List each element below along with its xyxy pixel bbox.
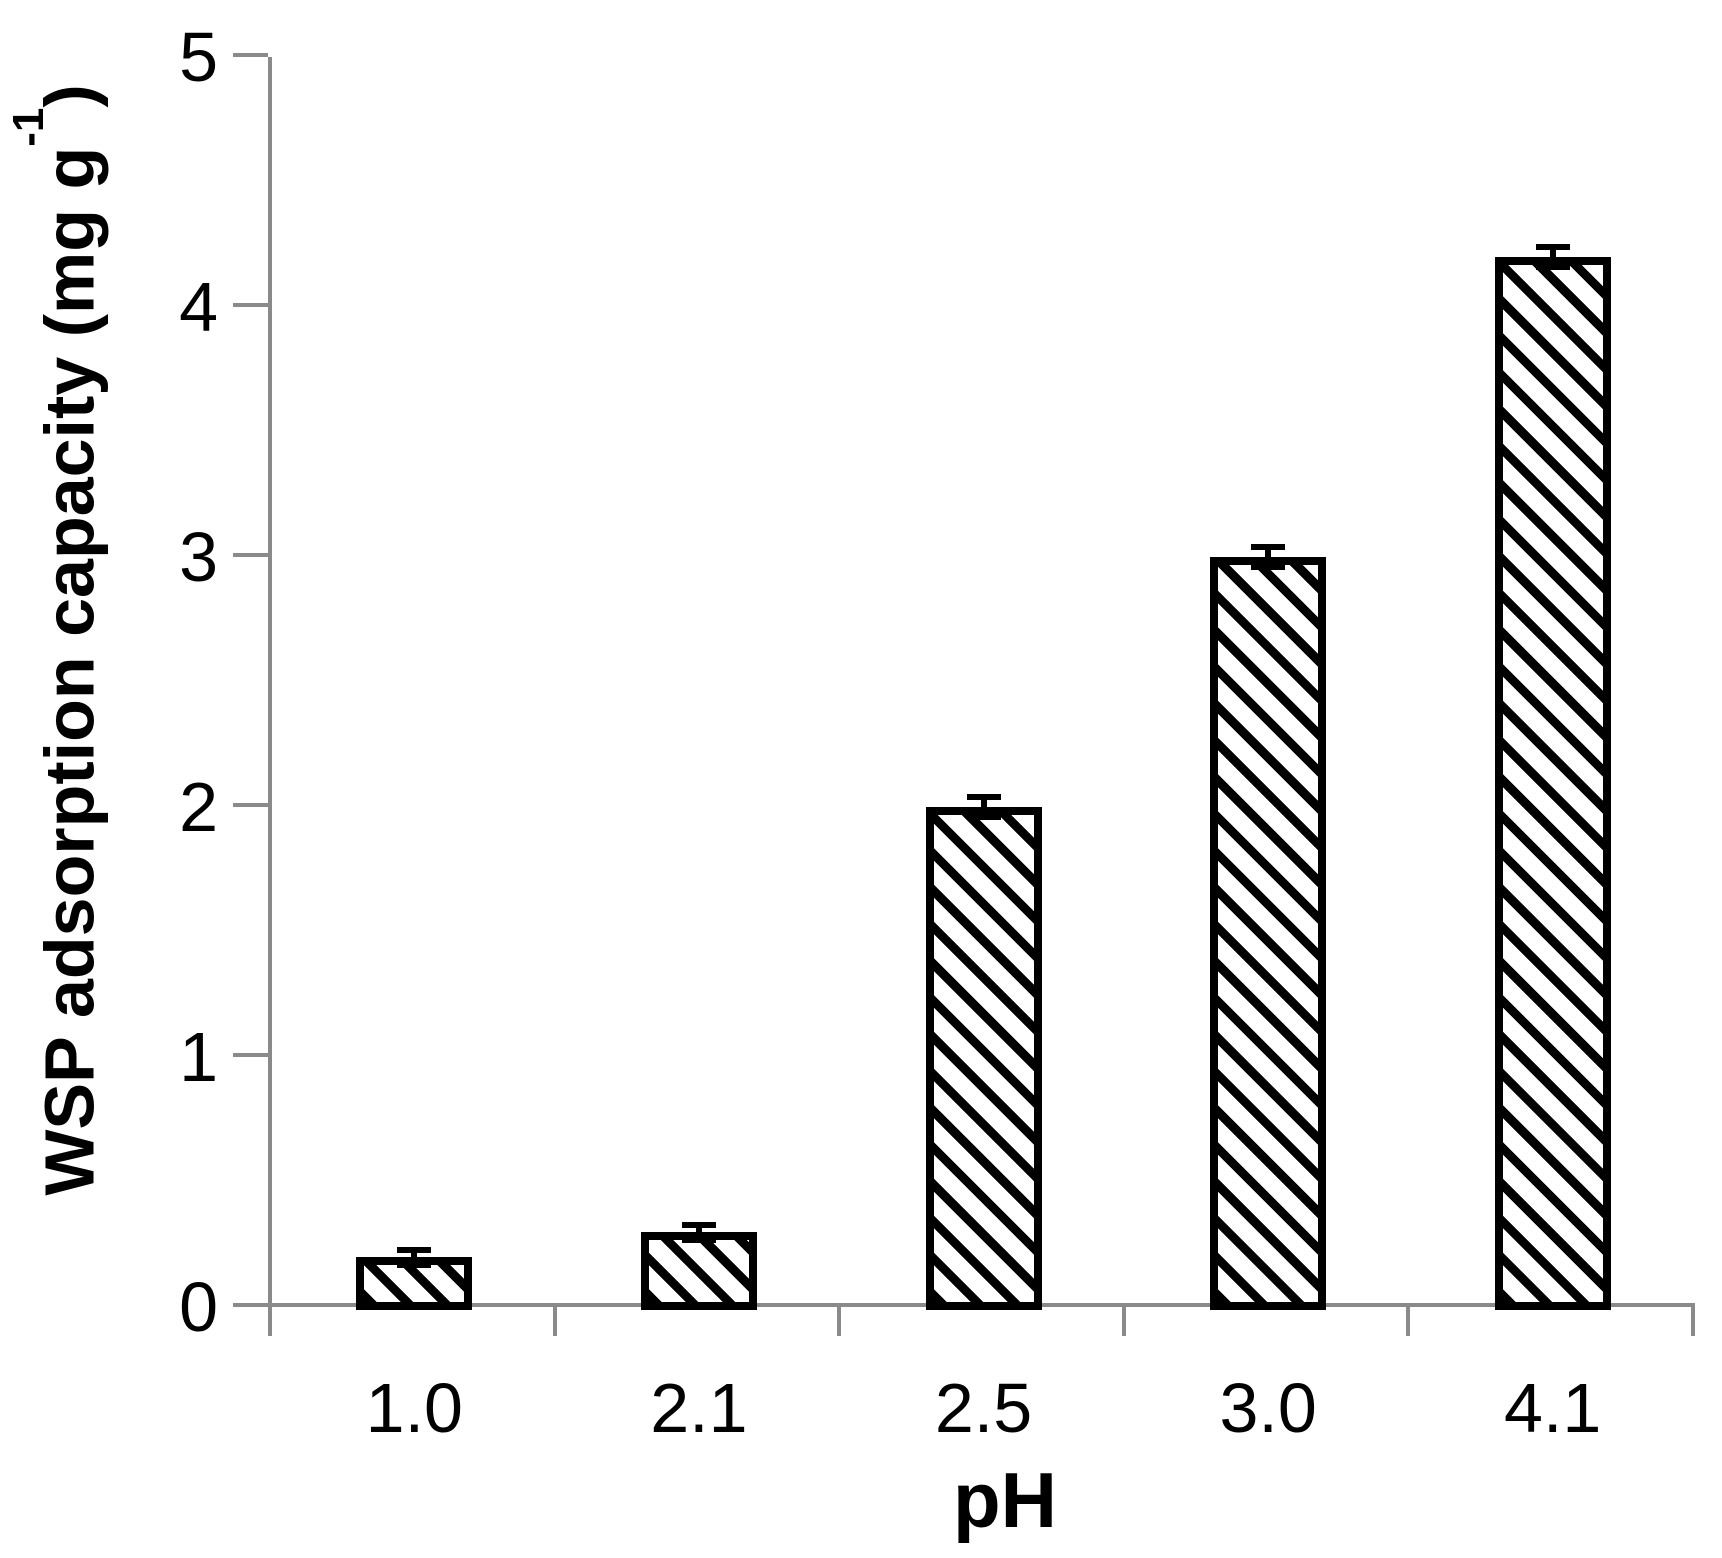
error-bar — [695, 1224, 702, 1240]
x-tick-label: 1.0 — [365, 1369, 463, 1447]
error-bar-cap-top — [397, 1246, 432, 1253]
error-bar-cap-top — [681, 1221, 716, 1228]
x-axis-tick — [837, 1307, 842, 1336]
y-tick-label: 4 — [179, 268, 218, 346]
bar-ph-4.1 — [1494, 257, 1611, 1310]
error-bar-cap-top — [1535, 244, 1570, 250]
y-tick-label: 5 — [179, 18, 218, 96]
error-bar-cap-bottom — [1535, 264, 1570, 270]
x-tick-label: 2.5 — [934, 1369, 1033, 1447]
y-axis-title-superscript: -1 — [4, 107, 53, 147]
x-axis-tick — [552, 1307, 557, 1336]
bar-ph-3.0 — [1210, 557, 1327, 1310]
x-axis-title: pH — [953, 1456, 1057, 1544]
error-bar — [1265, 547, 1272, 567]
y-tick-label: 0 — [179, 1268, 218, 1346]
error-bar-cap-bottom — [1251, 564, 1286, 570]
x-axis-tick — [268, 1307, 272, 1336]
x-tick-label: 4.1 — [1504, 1369, 1602, 1447]
error-bar-cap-top — [966, 794, 1001, 800]
bar-ph-1.0 — [356, 1257, 473, 1310]
error-bar-cap-bottom — [966, 814, 1001, 820]
error-bar — [411, 1249, 418, 1265]
y-axis-tick — [233, 1053, 268, 1057]
y-tick-label: 2 — [179, 768, 218, 846]
error-bar-cap-bottom — [681, 1236, 716, 1243]
y-axis-line — [268, 57, 272, 1336]
y-tick-label: 3 — [179, 518, 218, 596]
bar-ph-2.5 — [925, 807, 1042, 1310]
error-bar-cap-top — [1251, 544, 1286, 550]
error-bar — [980, 797, 987, 817]
x-axis-tick — [1121, 1307, 1126, 1336]
x-tick-label: 3.0 — [1219, 1369, 1317, 1447]
y-axis-tick — [233, 553, 268, 557]
y-axis-tick — [233, 53, 268, 57]
error-bar — [1549, 247, 1556, 267]
y-axis-tick — [233, 303, 268, 307]
y-axis-tick — [233, 803, 268, 807]
error-bar-cap-bottom — [397, 1261, 432, 1268]
bar-ph-2.1 — [640, 1232, 757, 1310]
y-tick-label: 1 — [179, 1018, 218, 1096]
y-axis-tick — [233, 1303, 268, 1307]
x-axis-tick — [1691, 1307, 1695, 1336]
x-tick-label: 2.1 — [650, 1369, 748, 1447]
x-axis-tick — [1406, 1307, 1411, 1336]
